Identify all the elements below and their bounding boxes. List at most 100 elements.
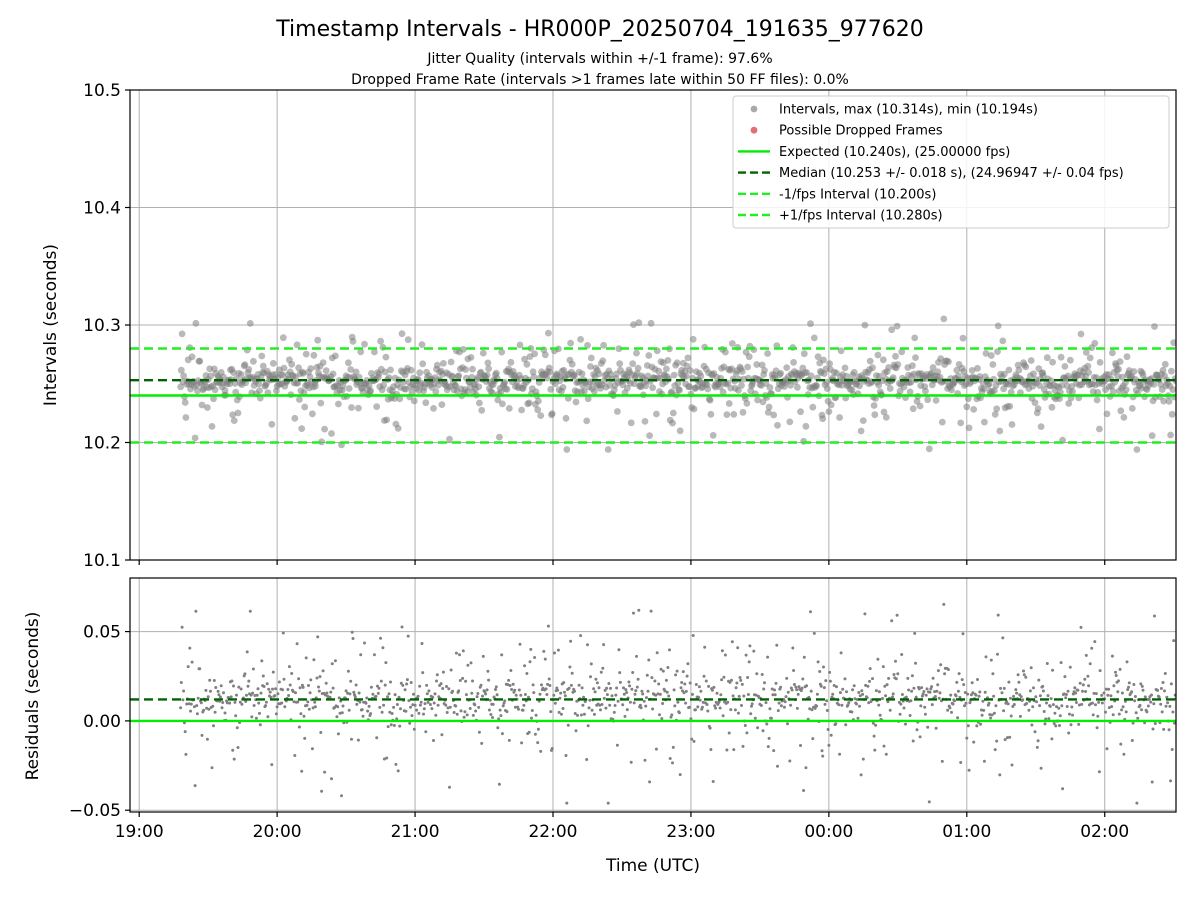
- residual-point: [661, 669, 665, 673]
- residual-point: [835, 685, 838, 689]
- residual-point: [1110, 705, 1114, 709]
- residual-point: [691, 634, 695, 637]
- residual-point: [1038, 704, 1042, 708]
- residual-point: [1017, 680, 1021, 684]
- interval-point: [230, 417, 238, 424]
- residual-point: [597, 686, 601, 690]
- residual-point: [366, 709, 370, 713]
- residual-point: [718, 706, 722, 710]
- residual-point: [395, 703, 399, 706]
- residual-point: [732, 748, 736, 752]
- interval-point: [1036, 382, 1043, 389]
- residual-point: [637, 608, 641, 612]
- residual-point: [673, 704, 677, 708]
- interval-point: [591, 387, 598, 395]
- interval-point: [198, 401, 206, 409]
- chart-subtitle-jitter: Jitter Quality (intervals within +/-1 fr…: [426, 51, 772, 67]
- residual-point: [369, 712, 373, 716]
- residual-point: [786, 722, 789, 726]
- residual-point: [193, 784, 197, 788]
- residual-point: [1118, 667, 1122, 671]
- residual-point: [471, 679, 474, 683]
- residual-point: [574, 729, 578, 733]
- residual-point: [1035, 700, 1038, 704]
- residual-point: [434, 713, 438, 717]
- residual-point: [722, 675, 726, 679]
- residual-point: [797, 685, 801, 689]
- interval-point: [245, 366, 253, 373]
- residual-point: [599, 670, 603, 674]
- residual-point: [436, 703, 440, 707]
- residual-point: [323, 770, 327, 774]
- residual-point: [754, 693, 758, 697]
- residual-point: [841, 687, 845, 691]
- interval-point: [1043, 354, 1051, 362]
- residual-point: [667, 694, 671, 698]
- interval-point: [1128, 405, 1136, 412]
- residual-point: [634, 689, 638, 693]
- residual-point: [533, 732, 537, 736]
- residual-point: [714, 700, 718, 704]
- residual-point: [1012, 703, 1016, 706]
- interval-point: [1069, 388, 1076, 396]
- residual-point: [384, 661, 388, 665]
- interval-point: [764, 350, 771, 357]
- residual-point: [217, 693, 221, 697]
- residual-point: [599, 708, 602, 712]
- residual-point: [943, 672, 947, 676]
- interval-point: [1082, 349, 1090, 356]
- residual-point: [301, 685, 305, 689]
- residual-point: [382, 757, 386, 761]
- residual-point: [346, 669, 350, 673]
- residual-point: [225, 701, 229, 705]
- residual-point: [1058, 724, 1061, 727]
- residual-point: [864, 683, 868, 687]
- interval-point: [496, 433, 503, 441]
- residual-point: [1045, 701, 1048, 705]
- residual-point: [731, 694, 735, 698]
- residual-point: [273, 694, 277, 698]
- residual-point: [1147, 697, 1151, 701]
- interval-point: [629, 360, 637, 368]
- residual-point: [701, 700, 705, 704]
- interval-point: [433, 361, 441, 369]
- residual-point: [280, 701, 284, 705]
- residual-point: [1058, 714, 1062, 718]
- interval-point: [1096, 425, 1103, 433]
- residual-point: [773, 693, 777, 697]
- residual-point: [557, 710, 561, 714]
- residual-point: [1132, 683, 1136, 686]
- residual-point: [209, 689, 212, 693]
- residual-point: [779, 704, 783, 708]
- interval-point: [1093, 396, 1101, 404]
- residual-point: [458, 679, 462, 682]
- residual-point: [539, 749, 543, 753]
- interval-point: [1077, 330, 1085, 338]
- residual-point: [956, 716, 960, 720]
- residual-point: [1157, 695, 1161, 699]
- residual-point: [553, 701, 557, 705]
- residual-point: [622, 686, 625, 690]
- interval-point: [730, 411, 738, 418]
- residual-point: [395, 717, 399, 721]
- residual-point: [419, 700, 423, 704]
- interval-point: [348, 404, 355, 411]
- interval-point: [279, 334, 287, 342]
- residual-point: [1134, 711, 1138, 715]
- residual-point: [1096, 714, 1100, 718]
- residual-point: [415, 708, 419, 712]
- residual-point: [441, 687, 445, 690]
- interval-point: [646, 432, 653, 439]
- residual-point: [256, 687, 260, 691]
- residual-point: [773, 688, 776, 692]
- residual-point: [1007, 680, 1011, 684]
- residual-point: [776, 764, 779, 768]
- x-tick-label: 21:00: [391, 822, 440, 842]
- residual-point: [277, 680, 281, 684]
- interval-point: [371, 348, 378, 356]
- y-tick-label: 10.2: [83, 434, 121, 454]
- interval-point: [974, 364, 981, 372]
- residual-point: [858, 704, 861, 708]
- residual-point: [765, 722, 769, 726]
- residual-point: [768, 707, 772, 711]
